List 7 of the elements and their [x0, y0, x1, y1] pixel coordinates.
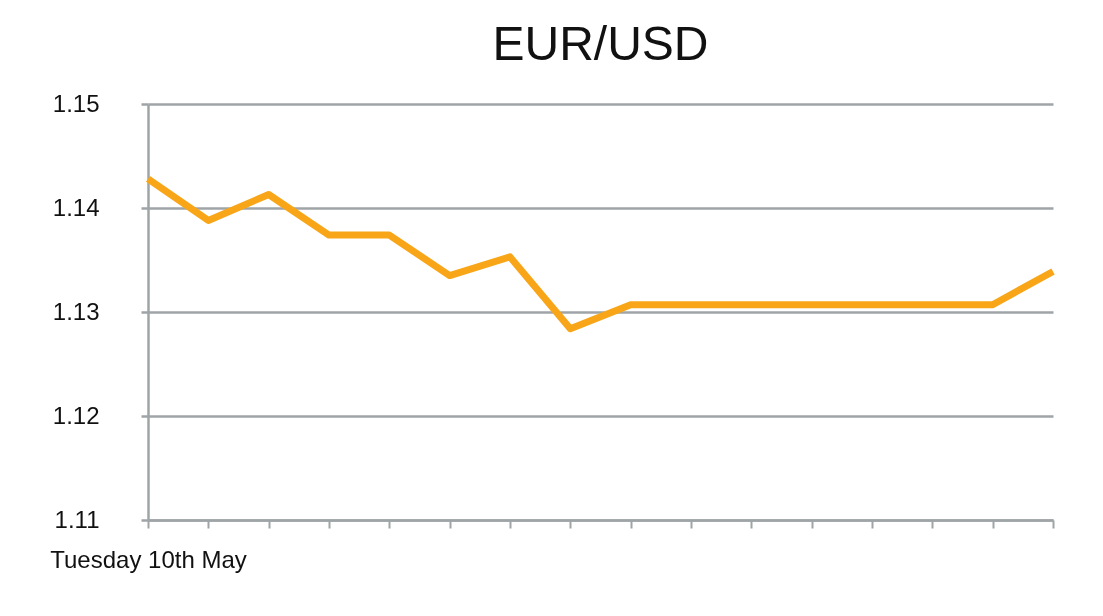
y-tick-label: 1.12 — [52, 401, 100, 429]
x-tick-label: Tuesday 10th May — [50, 545, 247, 573]
y-tick-label: 1.14 — [52, 193, 100, 221]
y-tick-label: 1.15 — [52, 89, 100, 117]
chart-title: EUR/USD — [492, 17, 709, 70]
y-tick-label: 1.13 — [52, 297, 100, 325]
y-tick-label: 1.11 — [54, 505, 100, 533]
